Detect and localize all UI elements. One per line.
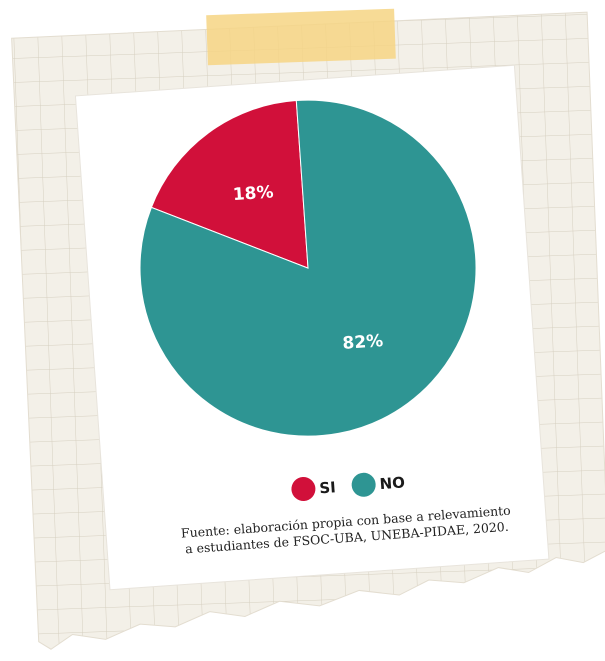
data-label: 18% <box>232 182 274 205</box>
pie-slice <box>139 99 477 437</box>
card: 18%82% SI NO Fuente: elaboración propia c… <box>74 64 550 591</box>
tape <box>206 8 396 66</box>
legend-swatch <box>291 476 316 501</box>
legend-swatch <box>351 472 376 497</box>
legend: SI NO <box>291 472 406 501</box>
pie-slice <box>150 100 309 269</box>
data-label: 82% <box>342 331 384 354</box>
legend-label: NO <box>379 473 406 493</box>
legend-label: SI <box>319 478 337 497</box>
pie: 18% 82% <box>139 99 477 437</box>
